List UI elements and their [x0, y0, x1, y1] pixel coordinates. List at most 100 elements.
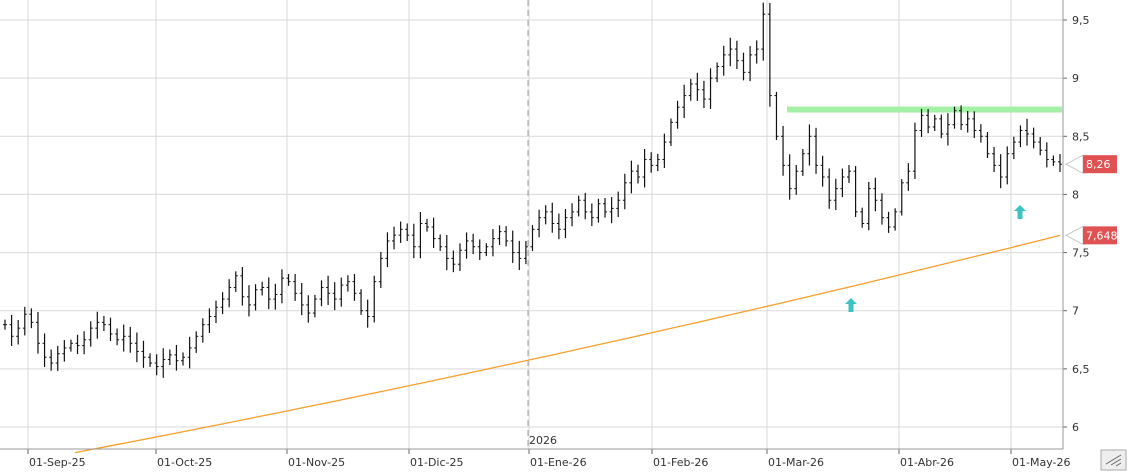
ohlc-bar	[1058, 154, 1062, 173]
x-tick-label: 01-Ene-26	[530, 456, 587, 469]
ohlc-bar	[214, 300, 218, 324]
ohlc-bar	[655, 153, 660, 172]
y-tick-label: 7,5	[1072, 247, 1090, 260]
ohlc-bar	[418, 212, 423, 259]
ohlc-bar	[181, 352, 186, 366]
ohlc-bar	[906, 163, 911, 191]
ohlc-bar	[668, 118, 673, 146]
ohlc-bar	[959, 105, 964, 130]
ohlc-bar	[49, 349, 54, 371]
ohlc-bar	[411, 223, 416, 259]
ohlc-bar	[326, 275, 331, 306]
ohlc-bar	[88, 321, 93, 347]
ohlc-bar	[761, 2, 766, 61]
x-tick-label: 01-Sep-25	[29, 456, 86, 469]
ohlc-bar	[227, 279, 232, 308]
ohlc-bar	[68, 339, 73, 352]
signal-arrows	[845, 205, 1026, 312]
ohlc-bar	[319, 280, 324, 307]
ohlc-bar	[642, 149, 647, 188]
x-tick-label: 01-Abr-26	[900, 456, 954, 469]
ohlc-bar	[721, 45, 726, 76]
ohlc-bar	[998, 154, 1003, 189]
moving-average-line	[74, 234, 1061, 454]
ohlc-bar	[840, 168, 845, 198]
plot-background	[0, 0, 1063, 449]
ohlc-bar	[167, 349, 172, 365]
ohlc-bar	[253, 284, 258, 311]
ohlc-bar	[504, 226, 509, 247]
ohlc-bar	[200, 318, 205, 343]
ohlc-bar	[550, 202, 555, 233]
ohlc-bar	[187, 336, 192, 369]
ohlc-bar	[945, 113, 950, 146]
ohlc-bar	[781, 125, 786, 176]
ohlc-bar	[603, 197, 608, 218]
x-tick-label: 01-May-26	[1012, 456, 1070, 469]
ohlc-bar	[728, 37, 733, 67]
ohlc-bar	[1025, 118, 1030, 146]
ohlc-bar	[866, 181, 871, 231]
ohlc-bar	[827, 168, 832, 209]
ohlc-bar	[695, 72, 700, 101]
ohlc-bar	[688, 78, 693, 101]
ohlc-bar	[3, 319, 7, 330]
ohlc-bar	[293, 273, 298, 301]
ohlc-bar	[517, 240, 522, 271]
ohlc-bar	[490, 229, 495, 257]
y-axis: 9,5 9 8,5 8 7,5 7 6,5 6 8,26 7,648	[1062, 0, 1118, 449]
ohlc-bar	[451, 250, 456, 273]
ohlc-bar	[148, 353, 153, 367]
ohlc-bar	[774, 91, 779, 141]
ohlc-bar	[62, 340, 67, 362]
y-tick-label: 9	[1072, 72, 1079, 85]
ohlc-bar	[352, 274, 357, 301]
ohlc-bar	[134, 332, 139, 363]
ohlc-bar	[365, 299, 370, 328]
ohlc-bar	[359, 289, 364, 315]
resize-handle-icon[interactable]	[1100, 449, 1127, 471]
ohlc-bar	[523, 241, 528, 265]
svg-text:8,26: 8,26	[1086, 158, 1111, 171]
ohlc-bar	[972, 111, 977, 139]
ohlc-bar	[29, 308, 34, 329]
ohlc-bar	[55, 345, 60, 371]
ohlc-bar	[570, 203, 575, 227]
ohlc-bar	[814, 127, 819, 174]
ohlc-bar	[741, 52, 746, 81]
last-price-label: 8,26	[1065, 154, 1117, 174]
ohlc-bar	[675, 100, 680, 129]
ohlc-bar	[662, 133, 667, 168]
ohlc-bar	[299, 283, 304, 316]
ohlc-bar	[431, 217, 436, 248]
y-tick-label: 6,5	[1072, 363, 1090, 376]
grid-lines	[0, 0, 1063, 449]
x-tick-label: 01-Oct-25	[157, 456, 212, 469]
ohlc-bar	[266, 277, 271, 310]
ohlc-bar	[246, 285, 251, 317]
ohlc-bar	[398, 221, 403, 243]
ohlc-bar	[807, 124, 812, 166]
ohlc-bar	[457, 243, 462, 272]
ohlc-bar	[22, 306, 27, 336]
ohlc-bar	[220, 292, 225, 315]
y-tick-label: 6	[1072, 421, 1079, 434]
ohlc-bar	[543, 205, 548, 225]
ohlc-bar	[563, 208, 568, 239]
moving-average-price-label: 7,648	[1065, 225, 1118, 246]
moving-average-layer	[74, 234, 1061, 454]
resistance-line	[787, 106, 1062, 113]
ohlc-bar	[339, 277, 344, 307]
ohlc-bar	[985, 131, 990, 159]
x-axis: 01-Sep-25 01-Oct-25 01-Nov-25 01-Dic-25 01-E…	[0, 448, 1070, 469]
ohlc-bar	[345, 275, 350, 292]
ohlc-bar	[1044, 142, 1049, 168]
ohlc-bar	[682, 84, 687, 119]
ohlc-bar	[893, 208, 898, 231]
ohlc-bar	[108, 317, 113, 341]
ohlc-bar	[708, 68, 713, 109]
ohlc-bar	[794, 165, 799, 195]
y-tick-label: 9,5	[1072, 14, 1090, 27]
